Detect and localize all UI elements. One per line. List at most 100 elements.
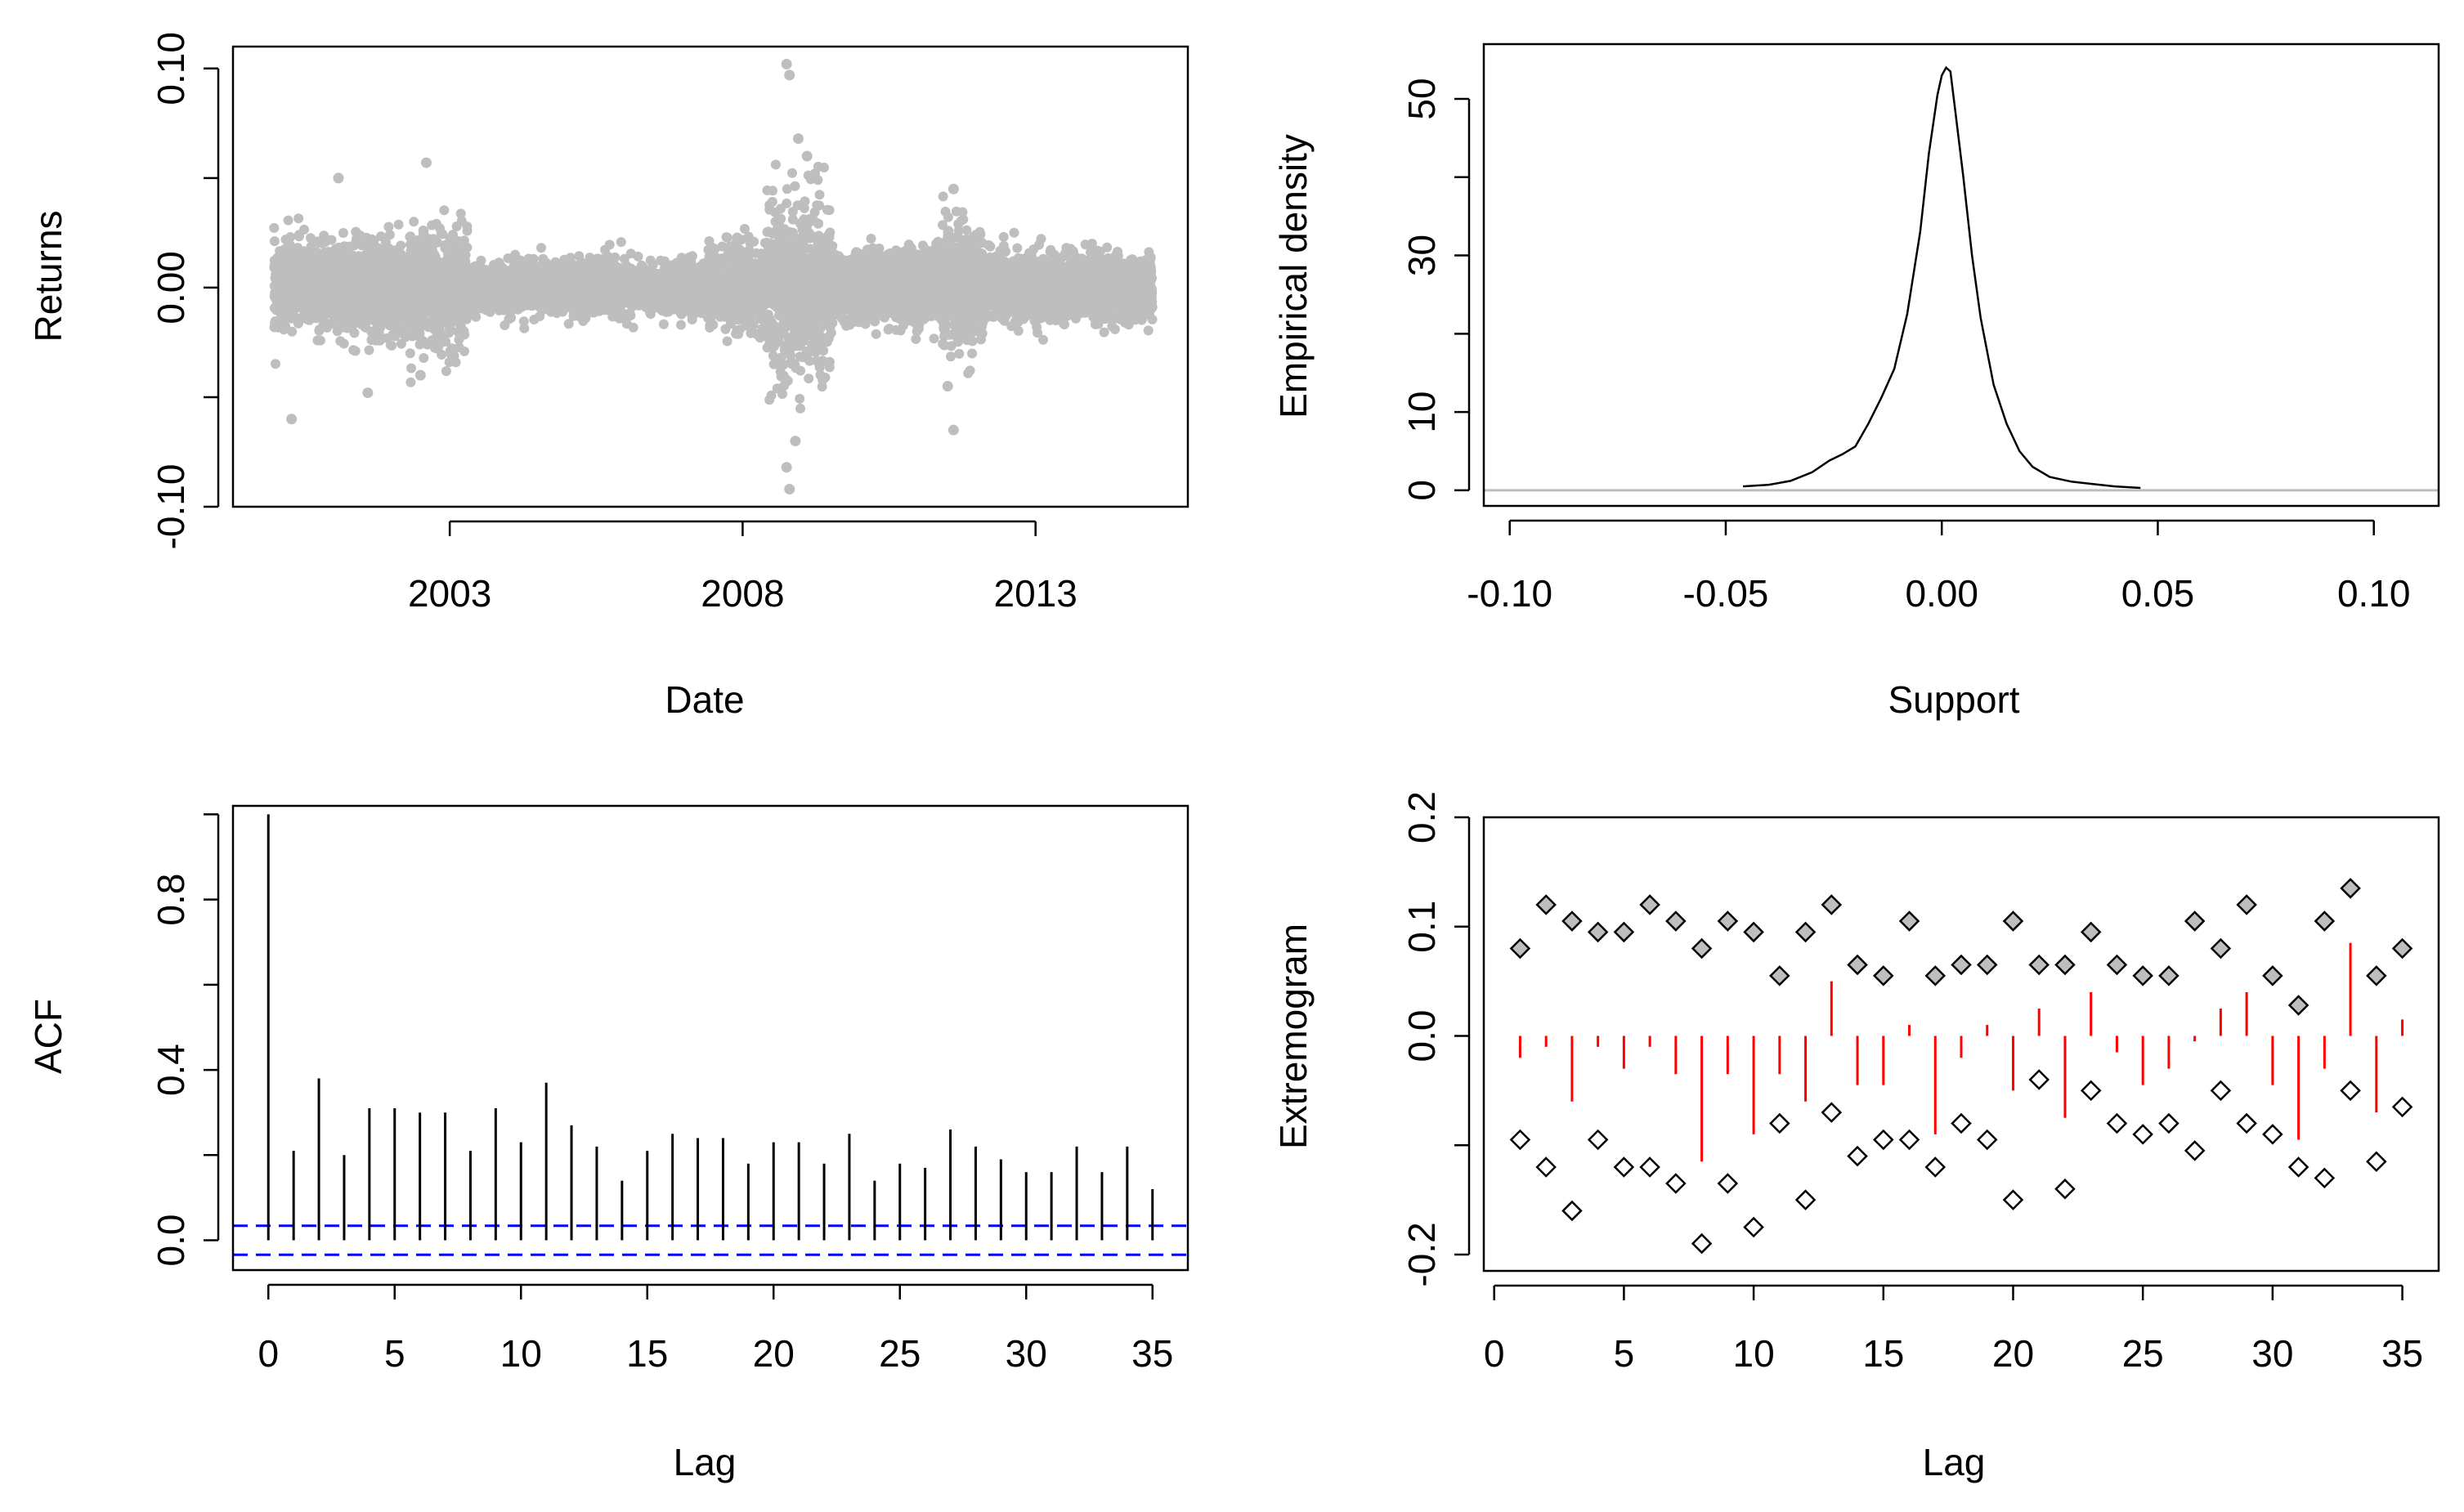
- return-point: [724, 274, 734, 284]
- return-point: [436, 228, 446, 239]
- return-point: [822, 337, 832, 347]
- return-point: [804, 374, 814, 384]
- return-point: [777, 280, 788, 290]
- return-point: [284, 235, 293, 246]
- return-point: [464, 301, 475, 311]
- return-point: [438, 301, 449, 311]
- return-point: [314, 324, 325, 335]
- return-point: [414, 254, 423, 265]
- return-point: [797, 248, 808, 259]
- return-point: [430, 342, 440, 353]
- return-point: [625, 278, 635, 289]
- return-point: [642, 271, 652, 282]
- return-point: [621, 267, 631, 278]
- return-point: [795, 403, 805, 414]
- return-point: [616, 237, 626, 248]
- return-point: [455, 208, 466, 219]
- return-point: [614, 313, 625, 324]
- return-point: [446, 349, 456, 360]
- return-point: [338, 338, 349, 349]
- return-point: [632, 287, 643, 297]
- return-point: [773, 303, 783, 314]
- return-point: [282, 255, 293, 266]
- return-point: [423, 271, 432, 281]
- return-point: [795, 365, 806, 376]
- return-point: [529, 315, 540, 324]
- return-point: [368, 297, 379, 307]
- return-point: [298, 312, 308, 323]
- return-point: [798, 336, 809, 347]
- return-point: [289, 251, 300, 262]
- return-point: [437, 350, 447, 360]
- return-point: [768, 285, 778, 296]
- return-point: [358, 262, 369, 272]
- return-point: [362, 282, 373, 293]
- return-point: [764, 241, 775, 252]
- return-point: [795, 351, 805, 362]
- returns-panel: -0.100.000.10 2003 2008 2013 Date Returns: [27, 32, 1189, 721]
- return-point: [519, 323, 530, 333]
- return-point: [385, 296, 396, 306]
- return-point: [328, 300, 338, 311]
- return-point: [269, 291, 280, 302]
- return-point: [665, 273, 674, 284]
- return-point: [540, 257, 551, 268]
- return-point: [536, 243, 546, 253]
- return-point: [433, 257, 444, 267]
- return-point: [361, 232, 372, 243]
- return-point: [456, 216, 467, 226]
- return-point: [311, 275, 321, 286]
- return-point: [318, 291, 329, 302]
- return-point: [621, 319, 632, 329]
- return-point: [704, 251, 715, 262]
- return-point: [734, 297, 745, 307]
- return-point: [770, 159, 781, 170]
- return-point: [469, 284, 480, 295]
- return-point: [576, 257, 587, 267]
- return-point: [500, 279, 510, 289]
- return-point: [568, 311, 579, 321]
- return-point: [320, 308, 330, 318]
- return-point: [709, 275, 719, 285]
- return-point: [388, 258, 398, 269]
- return-point: [676, 320, 686, 330]
- return-point: [801, 268, 812, 279]
- return-point: [764, 395, 775, 405]
- return-point: [414, 332, 424, 342]
- return-point: [491, 286, 501, 297]
- return-point: [443, 249, 454, 260]
- return-point: [348, 345, 359, 356]
- return-point: [787, 168, 797, 178]
- return-point: [280, 244, 289, 254]
- return-point: [715, 290, 725, 301]
- return-point: [269, 222, 280, 233]
- return-point: [525, 287, 535, 297]
- return-point: [771, 338, 782, 349]
- return-point: [746, 260, 757, 271]
- return-point: [795, 284, 805, 295]
- return-point: [419, 226, 429, 236]
- return-point: [604, 239, 615, 250]
- return-point: [433, 266, 444, 277]
- return-point: [441, 366, 451, 377]
- return-point: [340, 281, 350, 292]
- return-point: [386, 289, 396, 299]
- return-point: [808, 247, 818, 257]
- return-point: [412, 296, 423, 306]
- return-point: [813, 218, 823, 229]
- return-point: [327, 280, 337, 291]
- return-point: [396, 338, 406, 349]
- return-point: [426, 320, 436, 331]
- return-point: [782, 198, 792, 208]
- return-point: [395, 299, 405, 310]
- return-point: [780, 264, 791, 275]
- return-point: [349, 289, 360, 300]
- return-point: [452, 316, 463, 326]
- return-point: [452, 308, 463, 319]
- return-point: [383, 221, 394, 232]
- return-point: [320, 234, 331, 244]
- return-point: [762, 185, 773, 195]
- return-point: [439, 205, 450, 216]
- return-point: [365, 315, 375, 325]
- return-point: [773, 216, 784, 226]
